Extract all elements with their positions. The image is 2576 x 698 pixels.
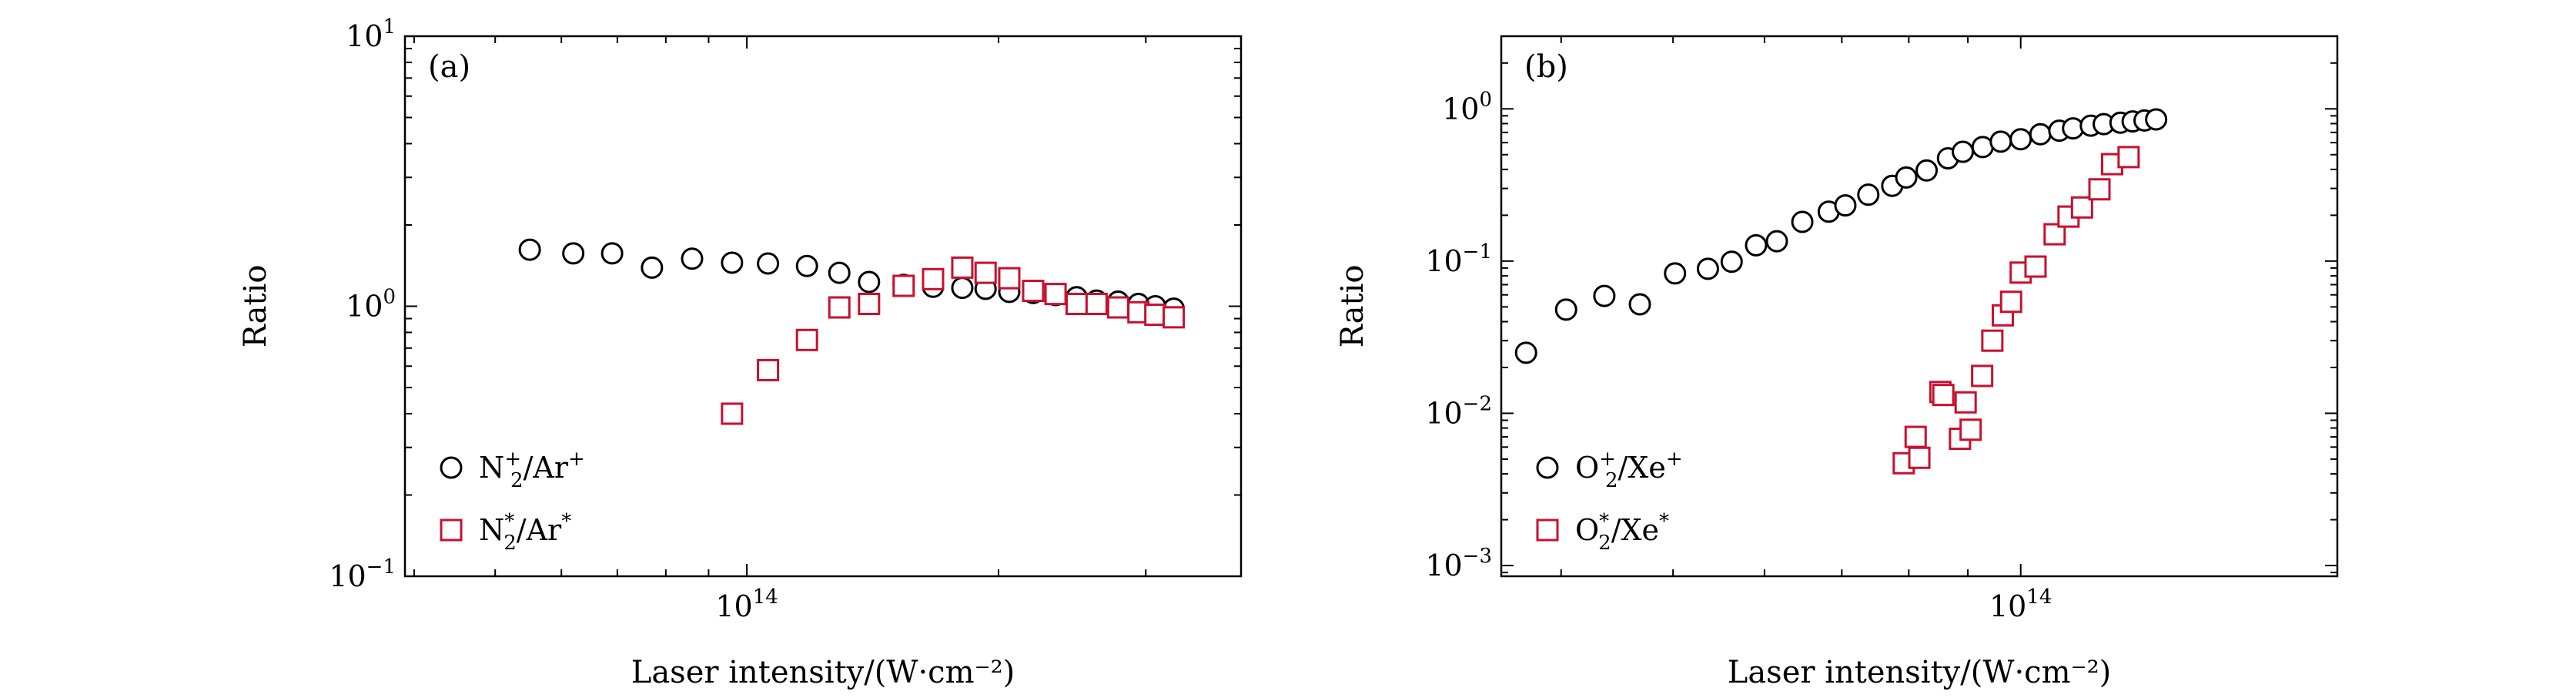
data-point-square — [2117, 146, 2140, 169]
data-point-circle — [518, 238, 541, 261]
data-point-circle — [1791, 210, 1814, 233]
data-point-circle — [1720, 250, 1743, 273]
chart-panel-b: 1014 100 10−1 10−2 10−3 Laser intensity/(W·cm… — [1335, 35, 2339, 690]
data-point-square — [858, 292, 881, 315]
y-tick-label: 10−3 — [1425, 545, 1492, 582]
data-point-circle — [721, 251, 744, 274]
data-point-square — [1932, 384, 1955, 407]
data-point-circle — [1952, 140, 1975, 163]
data-point-circle — [601, 242, 624, 265]
data-point-square — [922, 267, 945, 290]
data-point-circle — [1765, 230, 1788, 253]
data-point-circle — [828, 261, 851, 284]
y-axis-label: Ratio — [238, 265, 273, 348]
data-point-circle — [1696, 257, 1719, 280]
data-point-square — [2024, 255, 2047, 278]
data-point-circle — [2009, 128, 2032, 151]
data-point-square — [795, 328, 818, 351]
data-point-square — [1085, 292, 1108, 315]
data-point-square — [721, 402, 744, 425]
data-point-square — [757, 358, 780, 381]
x-axis-label: Laser intensity/(W·cm⁻²) — [1728, 655, 2112, 690]
data-point-circle — [2029, 122, 2052, 146]
data-point-circle — [1989, 130, 2012, 153]
legend-item: N+ 2/Ar+ — [440, 448, 585, 492]
chart-panel-a: 1014 101 100 10−1 Laser intensity/(W·cm⁻²) Ra… — [238, 15, 1243, 690]
data-point-circle — [858, 270, 881, 294]
x-tick-label: 1014 — [1989, 586, 2052, 623]
plot-frame — [1500, 35, 2339, 578]
data-point-square — [1959, 418, 1982, 441]
series-circles — [1514, 108, 2168, 364]
panel-label: (b) — [1524, 49, 1568, 85]
data-point-square — [2088, 178, 2111, 201]
x-tick-label: 1014 — [715, 586, 778, 623]
legend-marker-square — [440, 518, 463, 542]
data-point-circle — [1895, 166, 1918, 189]
legend-item: O+ 2/Xe+ — [1536, 448, 1683, 492]
legend-marker-circle — [440, 456, 463, 479]
data-point-square — [974, 261, 997, 284]
data-point-square — [1971, 364, 1994, 388]
data-point-circle — [1971, 136, 1994, 159]
y-axis-label: Ratio — [1335, 265, 1370, 348]
data-point-circle — [1593, 284, 1616, 307]
data-point-circle — [951, 277, 974, 300]
data-point-circle — [641, 256, 664, 279]
data-point-circle — [1628, 293, 1651, 316]
data-point-square — [828, 296, 851, 319]
legend-marker-circle — [1536, 456, 1559, 479]
legend-label: N+ 2/Ar+ — [479, 448, 585, 492]
panel-label: (a) — [428, 49, 470, 85]
data-point-square — [1163, 306, 1186, 329]
data-point-square — [1954, 391, 1977, 414]
data-point-square — [2070, 196, 2093, 219]
y-tick-label: 10−1 — [329, 555, 396, 593]
data-point-circle — [757, 252, 780, 275]
data-point-square — [1044, 283, 1067, 306]
legend-label: O+ 2/Xe+ — [1575, 448, 1683, 492]
legend-label: O* 2/Xe* — [1575, 510, 1669, 555]
data-point-circle — [1745, 233, 1768, 257]
data-point-square — [1106, 296, 1129, 319]
data-point-square — [1065, 292, 1088, 315]
y-tick-label: 101 — [346, 15, 396, 53]
legend-label: N* 2/Ar* — [479, 510, 571, 555]
y-tick-label: 100 — [1442, 88, 1492, 126]
data-point-square — [1999, 290, 2022, 314]
data-point-circle — [2145, 108, 2168, 131]
data-point-circle — [1915, 159, 1939, 182]
series-squares — [1892, 146, 2140, 475]
data-point-circle — [1514, 341, 1537, 364]
data-point-square — [1908, 446, 1931, 469]
y-tick-label: 10−1 — [1425, 240, 1492, 278]
data-point-square — [1022, 280, 1045, 303]
legend-item: O* 2/Xe* — [1536, 510, 1669, 555]
data-point-square — [1981, 329, 2004, 352]
data-point-circle — [1834, 194, 1857, 217]
data-point-square — [892, 274, 915, 297]
legend-marker-square — [1536, 518, 1559, 542]
data-point-circle — [1664, 262, 1687, 285]
y-tick-label: 100 — [346, 286, 396, 324]
legend-item: N* 2/Ar* — [440, 510, 571, 555]
y-tick-label: 10−2 — [1425, 392, 1492, 430]
data-point-circle — [1554, 298, 1577, 321]
data-point-circle — [562, 242, 585, 265]
data-point-circle — [681, 247, 704, 270]
data-point-circle — [795, 254, 818, 277]
data-point-square — [1904, 425, 1927, 448]
data-point-square — [998, 267, 1021, 290]
x-axis-label: Laser intensity/(W·cm⁻²) — [631, 655, 1015, 690]
data-point-square — [951, 256, 974, 279]
data-point-square — [1144, 304, 1167, 327]
data-point-circle — [1857, 183, 1880, 206]
series-squares — [721, 256, 1186, 425]
